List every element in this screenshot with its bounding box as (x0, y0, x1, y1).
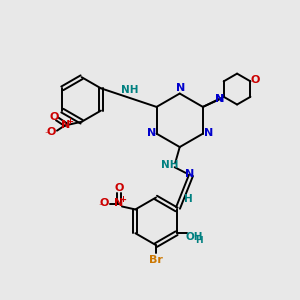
Text: O: O (49, 112, 59, 122)
Text: O: O (250, 75, 260, 85)
Text: ⁻: ⁻ (44, 130, 49, 140)
Text: NH: NH (160, 160, 178, 170)
Text: N: N (214, 94, 224, 104)
Text: NH: NH (121, 85, 138, 95)
Text: Br: Br (149, 255, 163, 265)
Text: +: + (119, 195, 126, 204)
Text: N: N (184, 169, 194, 179)
Text: +: + (66, 117, 73, 126)
Text: N: N (176, 83, 185, 93)
Text: N: N (61, 120, 70, 130)
Text: ⁻: ⁻ (98, 202, 103, 212)
Text: OH: OH (185, 232, 202, 242)
Text: N: N (215, 94, 225, 104)
Text: N: N (147, 128, 156, 138)
Text: O: O (100, 199, 109, 208)
Text: N: N (114, 199, 124, 208)
Text: H: H (195, 236, 202, 245)
Text: O: O (46, 127, 56, 137)
Text: O: O (114, 183, 124, 193)
Text: N: N (204, 128, 213, 138)
Text: H: H (184, 194, 193, 204)
